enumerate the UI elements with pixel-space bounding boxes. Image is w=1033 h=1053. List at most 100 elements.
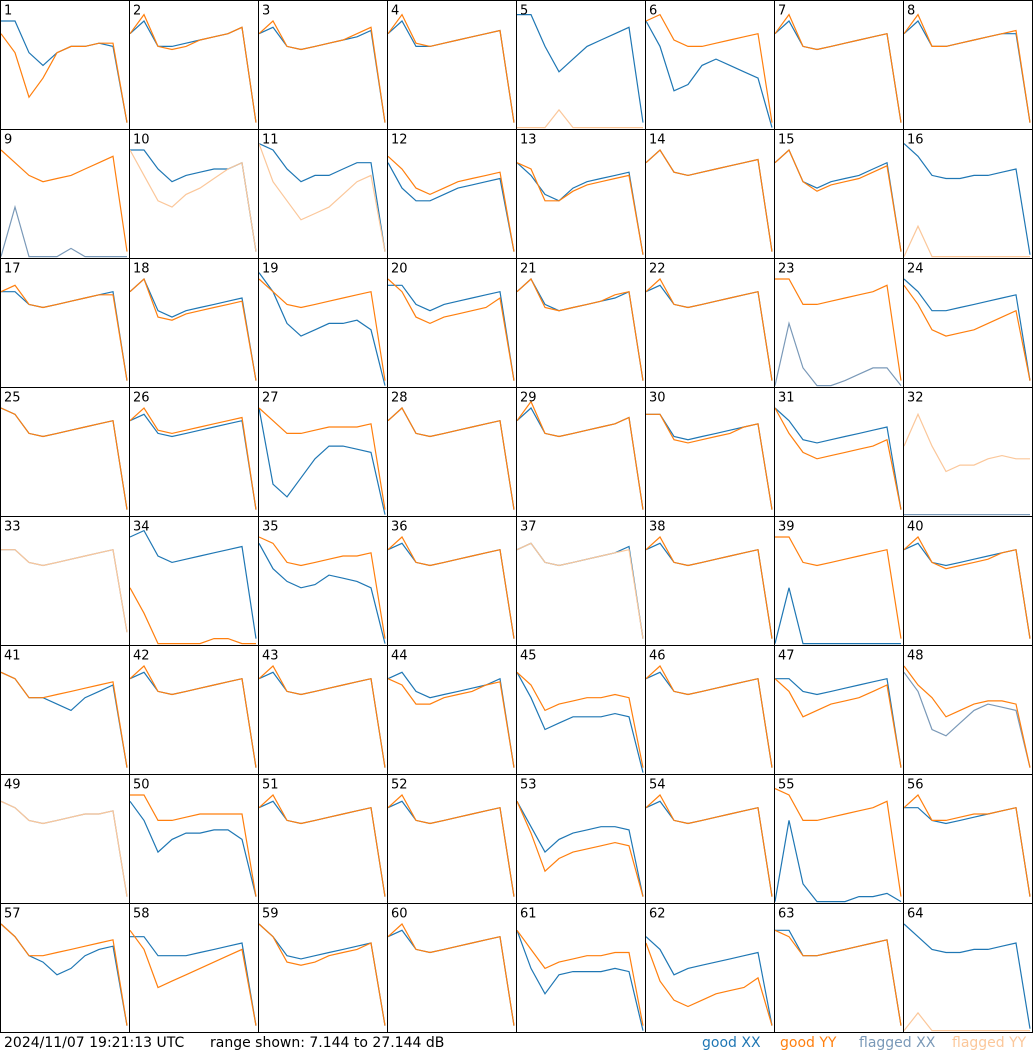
spectrum-xx bbox=[516, 930, 644, 1031]
panel-label: 4 bbox=[391, 4, 399, 19]
spectrum-xx bbox=[645, 671, 773, 768]
legend-entry: good XX bbox=[702, 1035, 761, 1051]
spectrum-yy bbox=[516, 929, 644, 1026]
panel-frame bbox=[387, 903, 517, 1033]
legend-entry: flagged YY bbox=[952, 1035, 1027, 1051]
panel-frame bbox=[387, 129, 517, 259]
panel-frame bbox=[387, 516, 517, 646]
spectrum-yy bbox=[258, 923, 386, 1026]
panel-label: 38 bbox=[649, 520, 666, 535]
spectrum-yy bbox=[387, 13, 515, 123]
spectrum-xx bbox=[774, 148, 902, 252]
panel-frame bbox=[903, 903, 1033, 1033]
spectrum-yy bbox=[129, 407, 257, 510]
spectrum-xx bbox=[903, 278, 1031, 381]
spectrum-xx bbox=[388, 284, 515, 381]
spectrum-xx bbox=[774, 587, 901, 645]
panel-label: 32 bbox=[907, 391, 924, 406]
legend-entry: flagged XX bbox=[859, 1035, 936, 1051]
panel-frame bbox=[516, 516, 646, 646]
panel-label: 18 bbox=[133, 262, 150, 277]
spectrum-yy bbox=[1, 548, 128, 633]
panel-label: 22 bbox=[649, 262, 666, 277]
panel-label: 43 bbox=[262, 649, 279, 664]
spectrum-yy bbox=[774, 13, 902, 123]
spectrum-yy bbox=[645, 942, 773, 1026]
panel-label: 54 bbox=[649, 778, 666, 793]
spectrum-xx bbox=[775, 929, 902, 1026]
panel-label: 35 bbox=[262, 520, 279, 535]
panel-frame bbox=[774, 645, 904, 775]
spectrum-yy bbox=[645, 278, 773, 381]
panel-frame bbox=[129, 516, 259, 646]
spectrum-yy bbox=[903, 1011, 1030, 1032]
panel-label: 29 bbox=[520, 391, 537, 406]
spectrum-yy bbox=[387, 536, 515, 639]
spectrum-yy bbox=[129, 587, 256, 645]
panel-label: 21 bbox=[520, 262, 537, 277]
panel-frame bbox=[645, 774, 775, 904]
panel-frame bbox=[903, 0, 1033, 130]
panel-label: 27 bbox=[262, 391, 279, 406]
spectrum-xx bbox=[387, 671, 515, 768]
panel-label: 11 bbox=[262, 133, 279, 148]
panel-label: 50 bbox=[133, 778, 150, 793]
spectrum-yy bbox=[903, 224, 1030, 258]
panel-label: 57 bbox=[4, 907, 21, 922]
spectrum-xx bbox=[129, 529, 257, 639]
panel-frame bbox=[258, 0, 388, 130]
panel-label: 23 bbox=[778, 262, 795, 277]
spectrum-xx bbox=[0, 923, 128, 1026]
spectrum-yy bbox=[129, 277, 257, 381]
spectrum-yy bbox=[516, 801, 644, 897]
panel-label: 52 bbox=[391, 778, 408, 793]
panel-label: 41 bbox=[4, 649, 21, 664]
panel-label: 56 bbox=[907, 778, 924, 793]
panel-label: 39 bbox=[778, 520, 795, 535]
spectrum-yy bbox=[775, 278, 902, 381]
spectrum-xx bbox=[646, 413, 773, 510]
panel-label: 34 bbox=[133, 520, 150, 535]
panel-label: 48 bbox=[907, 649, 924, 664]
timestamp: 2024/11/07 19:21:13 UTC bbox=[4, 1035, 184, 1051]
spectrum-yy bbox=[258, 143, 386, 252]
panel-label: 45 bbox=[520, 649, 537, 664]
panel-label: 5 bbox=[520, 4, 528, 19]
panel-label: 12 bbox=[391, 133, 408, 148]
panel-frame bbox=[774, 387, 904, 517]
panel-label: 8 bbox=[907, 4, 915, 19]
spectrum-xx bbox=[774, 321, 902, 387]
panel-frame bbox=[129, 903, 259, 1033]
spectrum-xx bbox=[258, 407, 386, 515]
spectrum-yy bbox=[129, 665, 257, 768]
spectrum-yy bbox=[0, 671, 128, 768]
panel-frame bbox=[0, 387, 130, 517]
panel-label: 2 bbox=[133, 4, 141, 19]
panel-label: 44 bbox=[391, 649, 408, 664]
spectrum-xx bbox=[0, 671, 128, 768]
spectrum-yy bbox=[258, 794, 386, 897]
panel-label: 47 bbox=[778, 649, 795, 664]
spectrum-xx bbox=[387, 800, 515, 897]
panel-frame bbox=[645, 516, 775, 646]
panel-frame bbox=[645, 903, 775, 1033]
panel-frame bbox=[387, 258, 517, 388]
spectrum-yy bbox=[903, 794, 1031, 897]
panel-label: 25 bbox=[4, 391, 21, 406]
spectrum-yy bbox=[258, 278, 386, 381]
panel-frame bbox=[387, 0, 517, 130]
panel-frame bbox=[129, 645, 259, 775]
panel-frame bbox=[0, 0, 130, 130]
spectrum-yy bbox=[387, 678, 515, 768]
panel-frame bbox=[903, 258, 1033, 388]
panel-frame bbox=[0, 774, 130, 904]
spectrum-yy bbox=[129, 13, 257, 123]
spectrum-yy bbox=[0, 800, 128, 897]
spectrum-xx bbox=[645, 936, 773, 1026]
panel-frame bbox=[645, 258, 775, 388]
spectrum-yy bbox=[516, 542, 644, 639]
spectrum-xx bbox=[1, 290, 128, 381]
spectrum-xx bbox=[258, 923, 386, 1026]
spectrum-yy bbox=[903, 284, 1031, 381]
